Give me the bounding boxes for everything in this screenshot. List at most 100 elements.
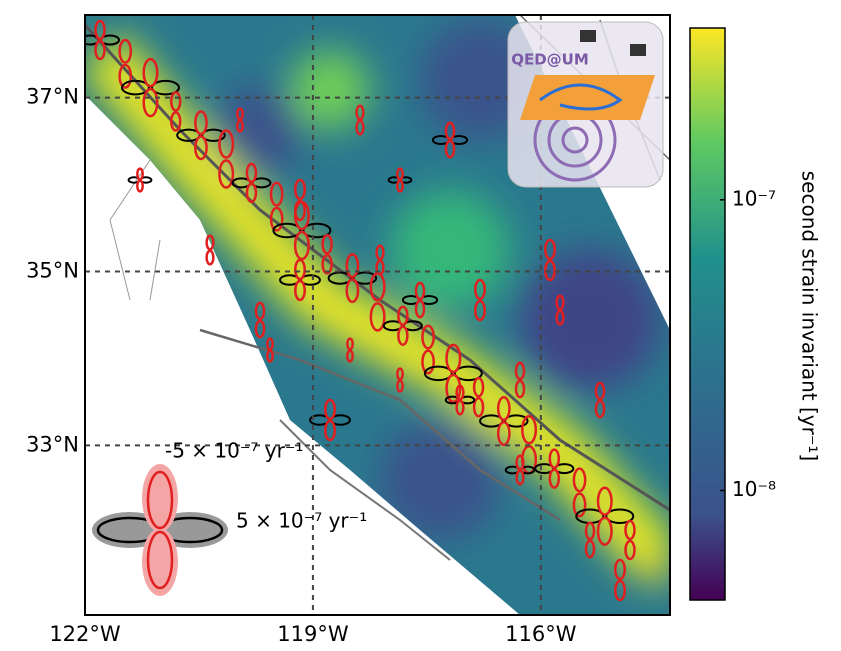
colorbar-tick-label: 10⁻⁷ <box>732 186 776 210</box>
glyph-red <box>444 121 456 141</box>
glyph-red <box>94 39 106 61</box>
glyph-red <box>254 301 266 321</box>
glyph-red <box>421 349 435 375</box>
glyph-red <box>555 309 565 326</box>
logo: QED@UM <box>507 21 664 188</box>
glyph-red <box>396 379 404 393</box>
colorbar-tick-label: 10⁻⁸ <box>732 477 776 501</box>
glyph-black <box>605 508 635 524</box>
glyph-black <box>352 271 378 285</box>
glyph-black <box>272 222 302 239</box>
lon-label: 122°W <box>49 622 121 646</box>
glyph-red <box>515 469 525 486</box>
glyph-red <box>544 238 556 261</box>
glyph-red <box>375 244 385 261</box>
glyph-red <box>136 179 144 193</box>
glyph-red <box>455 399 465 416</box>
map-frame <box>84 14 671 616</box>
glyph-red <box>194 135 208 161</box>
glyph-red <box>345 278 360 304</box>
glyph-red <box>414 281 426 301</box>
glyph-red <box>555 294 565 311</box>
glyph-red <box>346 349 354 363</box>
logo-text: QED@UM <box>511 51 589 69</box>
glyph-red <box>169 111 182 132</box>
glyph-red <box>514 361 526 381</box>
glyph-red <box>254 319 266 339</box>
glyph-black <box>302 222 332 239</box>
glyph-red <box>324 398 336 421</box>
glyph-black <box>120 79 150 96</box>
lon-label: 116°W <box>505 622 577 646</box>
glyph-red <box>321 254 333 275</box>
strain-glyphs <box>85 19 636 602</box>
glyph-red <box>414 299 426 319</box>
glyph-red <box>245 162 258 184</box>
lon-label: 119°W <box>277 622 349 646</box>
glyph-red <box>236 119 244 133</box>
glyph-red <box>594 381 606 401</box>
glyph-red <box>94 19 106 41</box>
glyph-red <box>245 182 258 204</box>
glyph-black <box>423 365 453 382</box>
glyph-red <box>294 258 306 281</box>
glyph-red <box>169 91 182 112</box>
glyph-red <box>321 234 333 255</box>
glyph-red <box>118 63 133 89</box>
lat-label: 35°N <box>26 259 79 283</box>
glyph-red <box>324 419 336 442</box>
glyph-red <box>397 325 409 346</box>
glyph-red <box>472 376 485 398</box>
glyph-red <box>136 167 144 181</box>
glyph-red <box>548 468 561 489</box>
glyph-red <box>369 302 386 332</box>
glyph-red <box>194 110 208 136</box>
glyph-red <box>294 279 306 302</box>
glyph-black <box>150 79 180 96</box>
glyph-red <box>596 486 613 516</box>
glyph-red <box>397 305 409 326</box>
glyph-red <box>345 253 360 279</box>
glyph-red <box>218 129 235 159</box>
glyph-red <box>594 399 606 419</box>
glyph-red <box>142 87 159 118</box>
glyph-red <box>596 516 613 546</box>
glyph-red <box>584 521 596 541</box>
glyph-red <box>445 343 462 374</box>
glyph-red <box>572 492 587 518</box>
glyph-red <box>396 179 404 193</box>
glyph-red <box>474 278 486 301</box>
glyph-red <box>445 373 462 404</box>
legend: -5 × 10⁻⁷ yr⁻¹ 5 × 10⁻⁷ yr⁻¹ <box>92 439 367 596</box>
glyph-black <box>453 365 483 382</box>
colorbar <box>689 27 726 601</box>
glyph-red <box>614 579 626 602</box>
glyph-red <box>142 57 159 88</box>
glyph-red <box>118 38 133 64</box>
glyph-red <box>548 448 561 469</box>
glyph-red <box>496 420 511 446</box>
glyph-red <box>474 299 486 322</box>
glyph-black <box>176 128 201 142</box>
glyph-red <box>544 259 556 282</box>
glyph-red <box>294 178 306 201</box>
glyph-red <box>514 379 526 399</box>
glyph-black <box>479 414 504 428</box>
glyph-red <box>455 384 465 401</box>
lat-label: 37°N <box>26 85 79 109</box>
glyph-red <box>624 519 636 541</box>
glyph-red <box>269 206 284 232</box>
legend-positive: 5 × 10⁻⁷ yr⁻¹ <box>236 509 367 533</box>
glyph-red <box>421 324 435 350</box>
glyph-red <box>375 259 385 276</box>
glyph-red <box>205 234 215 251</box>
glyph-black <box>201 128 226 142</box>
glyph-red <box>624 539 636 561</box>
glyph-red <box>444 139 456 159</box>
colorbar-ticks: 10⁻⁷ 10⁻⁸ <box>720 186 776 501</box>
glyph-red <box>355 104 365 121</box>
lat-label: 33°N <box>26 432 79 456</box>
glyph-red <box>496 395 511 421</box>
legend-negative: -5 × 10⁻⁷ yr⁻¹ <box>165 439 303 463</box>
